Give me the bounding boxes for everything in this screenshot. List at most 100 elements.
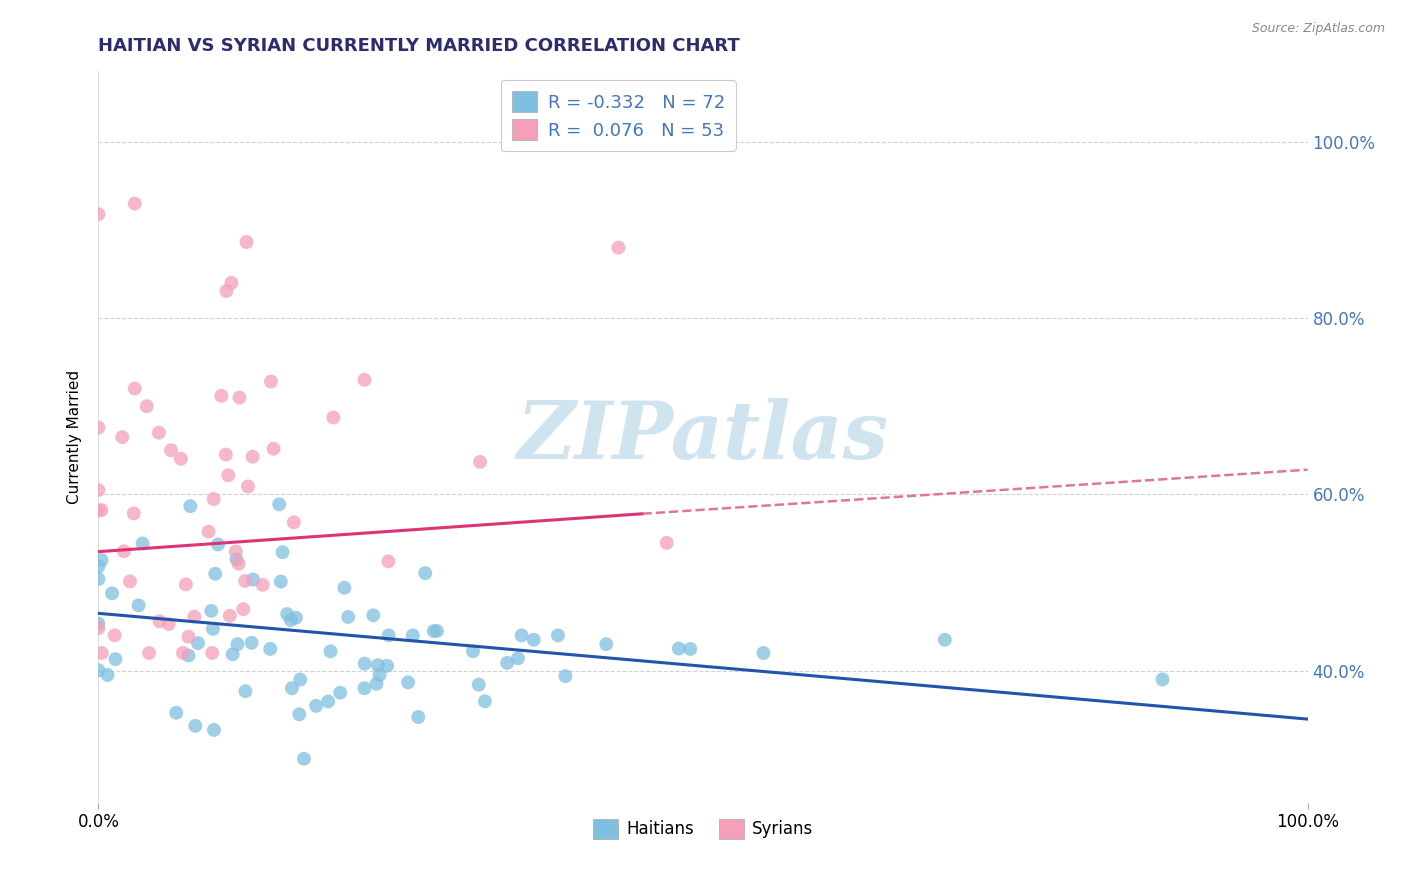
Point bbox=[375, 658, 398, 673]
Point bbox=[101, 586, 124, 600]
Legend: Haitians, Syrians: Haitians, Syrians bbox=[586, 812, 820, 846]
Point bbox=[174, 577, 197, 591]
Point bbox=[402, 628, 425, 642]
Point bbox=[226, 637, 249, 651]
Point bbox=[87, 420, 110, 434]
Point bbox=[87, 504, 110, 518]
Point bbox=[233, 574, 256, 588]
Point bbox=[280, 613, 302, 627]
Point bbox=[87, 572, 110, 586]
Point bbox=[523, 632, 546, 647]
Point bbox=[221, 276, 243, 290]
Point bbox=[232, 602, 254, 616]
Point bbox=[1152, 673, 1174, 687]
Point bbox=[170, 451, 193, 466]
Point bbox=[128, 599, 150, 613]
Point bbox=[131, 536, 153, 550]
Point bbox=[138, 646, 160, 660]
Point bbox=[104, 652, 127, 666]
Point bbox=[353, 657, 375, 671]
Point bbox=[112, 544, 135, 558]
Text: ZIPatlas: ZIPatlas bbox=[517, 399, 889, 475]
Point bbox=[222, 648, 245, 662]
Point bbox=[367, 658, 389, 673]
Point bbox=[333, 581, 356, 595]
Point bbox=[177, 648, 200, 663]
Point bbox=[305, 698, 328, 713]
Point bbox=[506, 651, 529, 665]
Point bbox=[179, 499, 201, 513]
Point bbox=[276, 607, 298, 621]
Point bbox=[474, 694, 496, 708]
Point bbox=[217, 468, 239, 483]
Point bbox=[124, 196, 146, 211]
Point bbox=[172, 646, 194, 660]
Point bbox=[104, 628, 127, 642]
Point bbox=[165, 706, 187, 720]
Point bbox=[270, 574, 292, 589]
Point bbox=[87, 663, 110, 677]
Point bbox=[595, 637, 617, 651]
Point bbox=[934, 632, 956, 647]
Point bbox=[353, 373, 375, 387]
Point bbox=[337, 610, 360, 624]
Point bbox=[177, 630, 200, 644]
Point bbox=[269, 497, 291, 511]
Point bbox=[316, 694, 339, 708]
Point bbox=[679, 642, 702, 657]
Point bbox=[752, 646, 775, 660]
Point bbox=[135, 399, 157, 413]
Point bbox=[240, 636, 263, 650]
Point bbox=[96, 668, 118, 682]
Point bbox=[283, 516, 305, 530]
Point bbox=[184, 719, 207, 733]
Point bbox=[288, 707, 311, 722]
Point bbox=[228, 391, 250, 405]
Point bbox=[236, 479, 259, 493]
Point bbox=[87, 616, 110, 631]
Point bbox=[124, 382, 146, 396]
Point bbox=[260, 375, 283, 389]
Point bbox=[368, 668, 391, 682]
Point bbox=[655, 536, 678, 550]
Point bbox=[422, 624, 444, 639]
Point bbox=[408, 710, 430, 724]
Point bbox=[288, 673, 311, 687]
Point bbox=[547, 628, 569, 642]
Point bbox=[235, 235, 257, 249]
Point bbox=[242, 573, 264, 587]
Point bbox=[160, 443, 183, 458]
Point bbox=[225, 544, 247, 558]
Point bbox=[202, 491, 225, 506]
Point bbox=[204, 566, 226, 581]
Point bbox=[197, 524, 219, 539]
Point bbox=[118, 574, 141, 589]
Point bbox=[496, 656, 519, 670]
Point bbox=[363, 608, 385, 623]
Point bbox=[281, 681, 304, 696]
Point bbox=[218, 608, 240, 623]
Point bbox=[207, 537, 229, 551]
Point bbox=[157, 617, 180, 632]
Point bbox=[87, 559, 110, 574]
Point bbox=[201, 646, 224, 660]
Point bbox=[668, 641, 690, 656]
Point bbox=[242, 450, 264, 464]
Point bbox=[122, 507, 145, 521]
Point bbox=[319, 644, 342, 658]
Point bbox=[468, 455, 491, 469]
Point bbox=[201, 622, 224, 636]
Point bbox=[353, 681, 375, 696]
Point bbox=[252, 578, 274, 592]
Point bbox=[426, 624, 449, 638]
Point bbox=[215, 448, 238, 462]
Text: HAITIAN VS SYRIAN CURRENTLY MARRIED CORRELATION CHART: HAITIAN VS SYRIAN CURRENTLY MARRIED CORR… bbox=[98, 37, 740, 54]
Point bbox=[87, 483, 110, 497]
Point bbox=[183, 609, 205, 624]
Point bbox=[510, 628, 533, 642]
Point bbox=[554, 669, 576, 683]
Point bbox=[225, 552, 247, 566]
Point bbox=[377, 628, 399, 642]
Point bbox=[607, 241, 630, 255]
Point bbox=[263, 442, 285, 456]
